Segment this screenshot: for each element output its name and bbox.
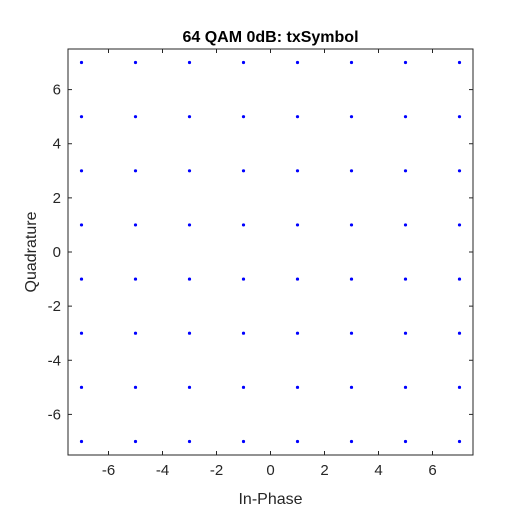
y-tick-label: -4	[48, 352, 61, 369]
data-point	[349, 223, 354, 227]
y-axis-label: Quadrature	[23, 211, 40, 292]
data-point	[133, 277, 138, 281]
data-point	[349, 115, 354, 119]
data-point	[403, 331, 408, 335]
data-point	[403, 439, 408, 444]
data-point	[133, 385, 138, 389]
data-point	[349, 439, 354, 444]
y-tick-label: 6	[53, 82, 61, 99]
data-point	[295, 331, 300, 335]
data-point	[403, 277, 408, 281]
data-point	[79, 331, 84, 335]
data-point	[457, 60, 462, 65]
data-point	[295, 169, 300, 173]
data-point	[241, 385, 246, 389]
data-point	[133, 223, 138, 227]
data-point	[187, 169, 192, 173]
data-point	[241, 60, 246, 65]
data-point	[187, 277, 192, 281]
data-point	[79, 439, 84, 444]
data-point	[349, 385, 354, 389]
data-point	[295, 60, 300, 65]
data-point	[403, 223, 408, 227]
x-tick-label: -6	[102, 462, 115, 479]
data-point	[79, 60, 84, 65]
data-points	[79, 60, 462, 444]
data-point	[241, 439, 246, 444]
data-point	[295, 115, 300, 119]
data-point	[403, 169, 408, 173]
data-point	[241, 331, 246, 335]
data-point	[295, 277, 300, 281]
data-point	[79, 385, 84, 389]
y-tick-label: -6	[48, 406, 61, 423]
y-tick-label: 4	[53, 136, 61, 153]
data-point	[403, 115, 408, 119]
data-point	[187, 223, 192, 227]
data-point	[133, 115, 138, 119]
data-point	[133, 331, 138, 335]
data-point	[133, 169, 138, 173]
data-point	[457, 223, 462, 227]
data-point	[349, 277, 354, 281]
data-point	[79, 223, 84, 227]
data-point	[403, 60, 408, 65]
x-tick-label: -4	[156, 462, 169, 479]
x-tick-label: 6	[428, 462, 436, 479]
y-tick-label: -2	[48, 298, 61, 315]
data-point	[457, 331, 462, 335]
data-point	[457, 439, 462, 444]
data-point	[295, 385, 300, 389]
ticks-layer: -6 -4 -2 0 2 4 6 -6 -4 -2 0 2 4 6	[48, 49, 473, 479]
data-point	[133, 60, 138, 65]
data-point	[457, 385, 462, 389]
y-tick-label: 0	[53, 244, 61, 261]
x-axis-label: In-Phase	[238, 491, 302, 508]
data-point	[349, 169, 354, 173]
data-point	[403, 385, 408, 389]
data-point	[187, 439, 192, 444]
axes-box	[67, 48, 474, 456]
chart-title: 64 QAM 0dB: txSymbol	[182, 29, 358, 46]
data-point	[241, 223, 246, 227]
data-point	[187, 60, 192, 65]
data-point	[187, 385, 192, 389]
data-point	[295, 439, 300, 444]
data-point	[241, 169, 246, 173]
data-point	[79, 169, 84, 173]
x-tick-label: 2	[320, 462, 328, 479]
x-tick-label: 4	[374, 462, 382, 479]
data-point	[457, 169, 462, 173]
data-point	[133, 439, 138, 444]
data-point	[349, 60, 354, 65]
x-tick-label: -2	[210, 462, 223, 479]
data-point	[457, 115, 462, 119]
data-point	[187, 115, 192, 119]
data-point	[187, 331, 192, 335]
data-point	[79, 115, 84, 119]
data-point	[457, 277, 462, 281]
data-point	[241, 277, 246, 281]
data-point	[79, 277, 84, 281]
data-point	[295, 223, 300, 227]
y-tick-label: 2	[53, 190, 61, 207]
data-point	[349, 331, 354, 335]
x-tick-label: 0	[266, 462, 274, 479]
plot-area	[68, 49, 473, 455]
data-point	[241, 115, 246, 119]
